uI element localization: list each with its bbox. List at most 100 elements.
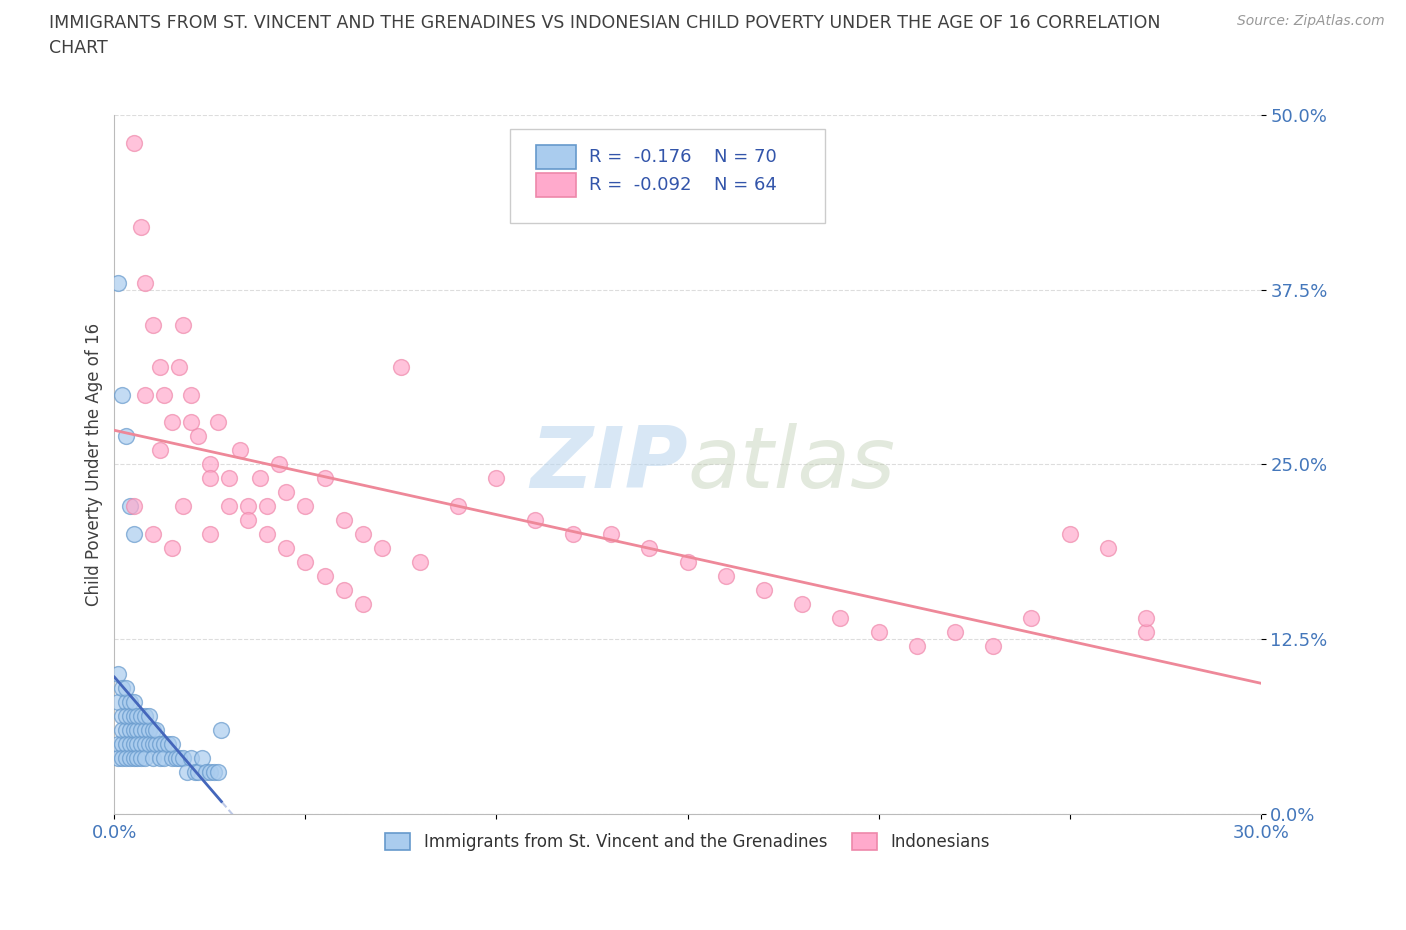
Point bbox=[332, 583, 354, 598]
FancyBboxPatch shape bbox=[536, 145, 576, 169]
Point bbox=[276, 485, 298, 499]
Point bbox=[294, 498, 316, 513]
Text: R =  -0.176: R = -0.176 bbox=[589, 148, 692, 166]
Point bbox=[111, 387, 134, 402]
Point bbox=[122, 498, 145, 513]
Point bbox=[145, 737, 167, 751]
Point bbox=[447, 498, 470, 513]
Point bbox=[122, 737, 145, 751]
Point bbox=[236, 512, 259, 527]
Point bbox=[115, 709, 138, 724]
Point bbox=[714, 569, 737, 584]
Point bbox=[176, 764, 198, 779]
Point bbox=[792, 597, 814, 612]
Point bbox=[249, 471, 271, 485]
Point bbox=[160, 415, 183, 430]
Point bbox=[127, 751, 149, 765]
Point bbox=[183, 764, 205, 779]
Point bbox=[153, 751, 176, 765]
Point bbox=[352, 597, 374, 612]
Point bbox=[905, 639, 928, 654]
Point bbox=[138, 709, 160, 724]
Point bbox=[134, 723, 156, 737]
Point bbox=[149, 751, 172, 765]
Point bbox=[142, 527, 165, 542]
Point bbox=[107, 737, 129, 751]
Point bbox=[187, 429, 209, 444]
Point bbox=[149, 359, 172, 374]
Point bbox=[149, 737, 172, 751]
Point bbox=[523, 512, 546, 527]
Point bbox=[485, 471, 508, 485]
Point bbox=[172, 317, 194, 332]
Point bbox=[138, 723, 160, 737]
Point bbox=[207, 764, 229, 779]
Point bbox=[115, 429, 138, 444]
Point bbox=[1135, 625, 1157, 640]
Point bbox=[943, 625, 966, 640]
Point bbox=[107, 695, 129, 710]
Point bbox=[600, 527, 623, 542]
Legend: Immigrants from St. Vincent and the Grenadines, Indonesians: Immigrants from St. Vincent and the Gren… bbox=[378, 827, 997, 857]
Point bbox=[1021, 611, 1043, 626]
Point bbox=[267, 457, 290, 472]
Point bbox=[111, 751, 134, 765]
Point bbox=[202, 764, 225, 779]
Point bbox=[314, 471, 336, 485]
Point bbox=[165, 751, 187, 765]
FancyBboxPatch shape bbox=[510, 129, 825, 223]
Point bbox=[111, 681, 134, 696]
Point bbox=[111, 723, 134, 737]
Point bbox=[1059, 527, 1081, 542]
Point bbox=[409, 555, 432, 570]
Point bbox=[115, 681, 138, 696]
Point bbox=[118, 723, 141, 737]
Point bbox=[180, 751, 202, 765]
Point bbox=[1097, 541, 1119, 556]
Point bbox=[172, 498, 194, 513]
Point bbox=[981, 639, 1004, 654]
Text: atlas: atlas bbox=[688, 423, 896, 506]
Point bbox=[115, 695, 138, 710]
Point bbox=[389, 359, 412, 374]
Point bbox=[107, 275, 129, 290]
Point bbox=[122, 527, 145, 542]
Text: IMMIGRANTS FROM ST. VINCENT AND THE GRENADINES VS INDONESIAN CHILD POVERTY UNDER: IMMIGRANTS FROM ST. VINCENT AND THE GREN… bbox=[49, 14, 1161, 32]
Point bbox=[160, 751, 183, 765]
Point bbox=[115, 737, 138, 751]
Point bbox=[129, 751, 152, 765]
Point bbox=[134, 737, 156, 751]
Text: N = 64: N = 64 bbox=[714, 176, 776, 193]
FancyBboxPatch shape bbox=[536, 173, 576, 197]
Point bbox=[236, 498, 259, 513]
Point bbox=[294, 555, 316, 570]
Point bbox=[122, 723, 145, 737]
Point bbox=[198, 471, 221, 485]
Point bbox=[314, 569, 336, 584]
Point bbox=[149, 443, 172, 458]
Point bbox=[107, 751, 129, 765]
Point bbox=[145, 723, 167, 737]
Point bbox=[134, 275, 156, 290]
Point bbox=[198, 764, 221, 779]
Point bbox=[752, 583, 775, 598]
Text: R =  -0.092: R = -0.092 bbox=[589, 176, 692, 193]
Point bbox=[122, 136, 145, 151]
Point bbox=[198, 457, 221, 472]
Point bbox=[256, 527, 278, 542]
Point bbox=[122, 751, 145, 765]
Point bbox=[156, 737, 179, 751]
Point bbox=[138, 737, 160, 751]
Point bbox=[118, 737, 141, 751]
Point bbox=[129, 219, 152, 234]
Point bbox=[129, 709, 152, 724]
Point bbox=[118, 498, 141, 513]
Point bbox=[142, 723, 165, 737]
Point bbox=[371, 541, 394, 556]
Point bbox=[561, 527, 583, 542]
Point bbox=[198, 527, 221, 542]
Point bbox=[134, 709, 156, 724]
Point bbox=[218, 498, 240, 513]
Point bbox=[127, 737, 149, 751]
Point bbox=[142, 317, 165, 332]
